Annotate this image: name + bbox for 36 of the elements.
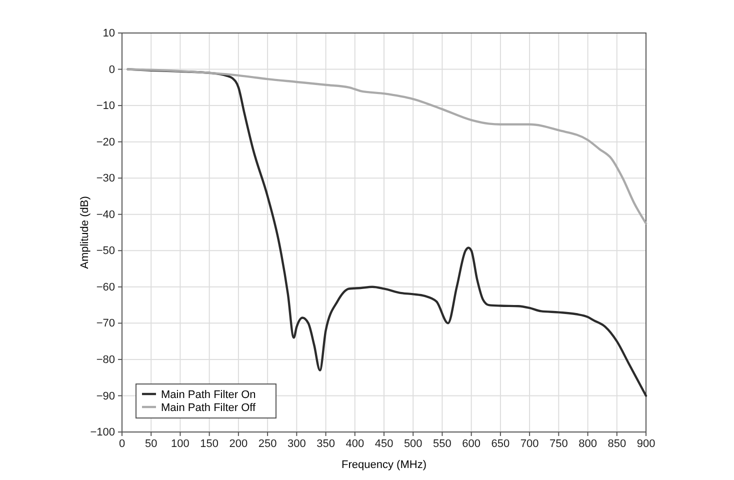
x-tick-label: 450 (374, 438, 394, 450)
x-tick-label: 150 (200, 438, 219, 450)
x-tick-label: 500 (404, 438, 422, 450)
x-tick-label: 50 (144, 438, 158, 450)
y-tick-label: −70 (96, 318, 115, 330)
x-tick-label: 300 (287, 438, 306, 450)
y-tick-label: −10 (96, 100, 115, 112)
y-axis-title: Amplitude (dB) (79, 196, 91, 269)
legend-label: Main Path Filter Off (161, 402, 256, 414)
x-tick-label: 700 (520, 438, 539, 450)
y-tick-label: −40 (96, 208, 115, 221)
y-tick-label: −80 (96, 354, 115, 366)
x-tick-label: 750 (549, 438, 568, 450)
legend-label: Main Path Filter On (161, 389, 256, 401)
x-tick-label: 650 (491, 438, 510, 450)
x-tick-label: 400 (346, 438, 364, 450)
line-series (126, 68, 648, 225)
x-tick-label: 200 (229, 438, 248, 450)
x-axis-title: Frequency (MHz) (342, 459, 426, 471)
x-tick-label: 900 (636, 438, 656, 450)
y-tick-label: −50 (96, 245, 115, 258)
y-tick-label: 0 (108, 64, 115, 76)
y-tick-label: −90 (96, 390, 115, 402)
x-tick-label: 350 (316, 438, 335, 450)
y-tick-label: −100 (90, 426, 115, 439)
y-tick-label: 10 (102, 28, 115, 40)
y-tick-label: −30 (96, 172, 115, 185)
x-tick-label: 250 (258, 438, 277, 450)
x-tick-label: 100 (171, 438, 190, 450)
y-tick-label: −60 (96, 281, 115, 294)
x-tick-label: 800 (578, 438, 597, 450)
x-tick-label: 0 (118, 438, 126, 450)
y-tick-label: −20 (96, 136, 115, 148)
x-tick-label: 600 (462, 438, 481, 450)
x-tick-label: 850 (608, 438, 626, 450)
x-tick-label: 550 (433, 438, 452, 450)
